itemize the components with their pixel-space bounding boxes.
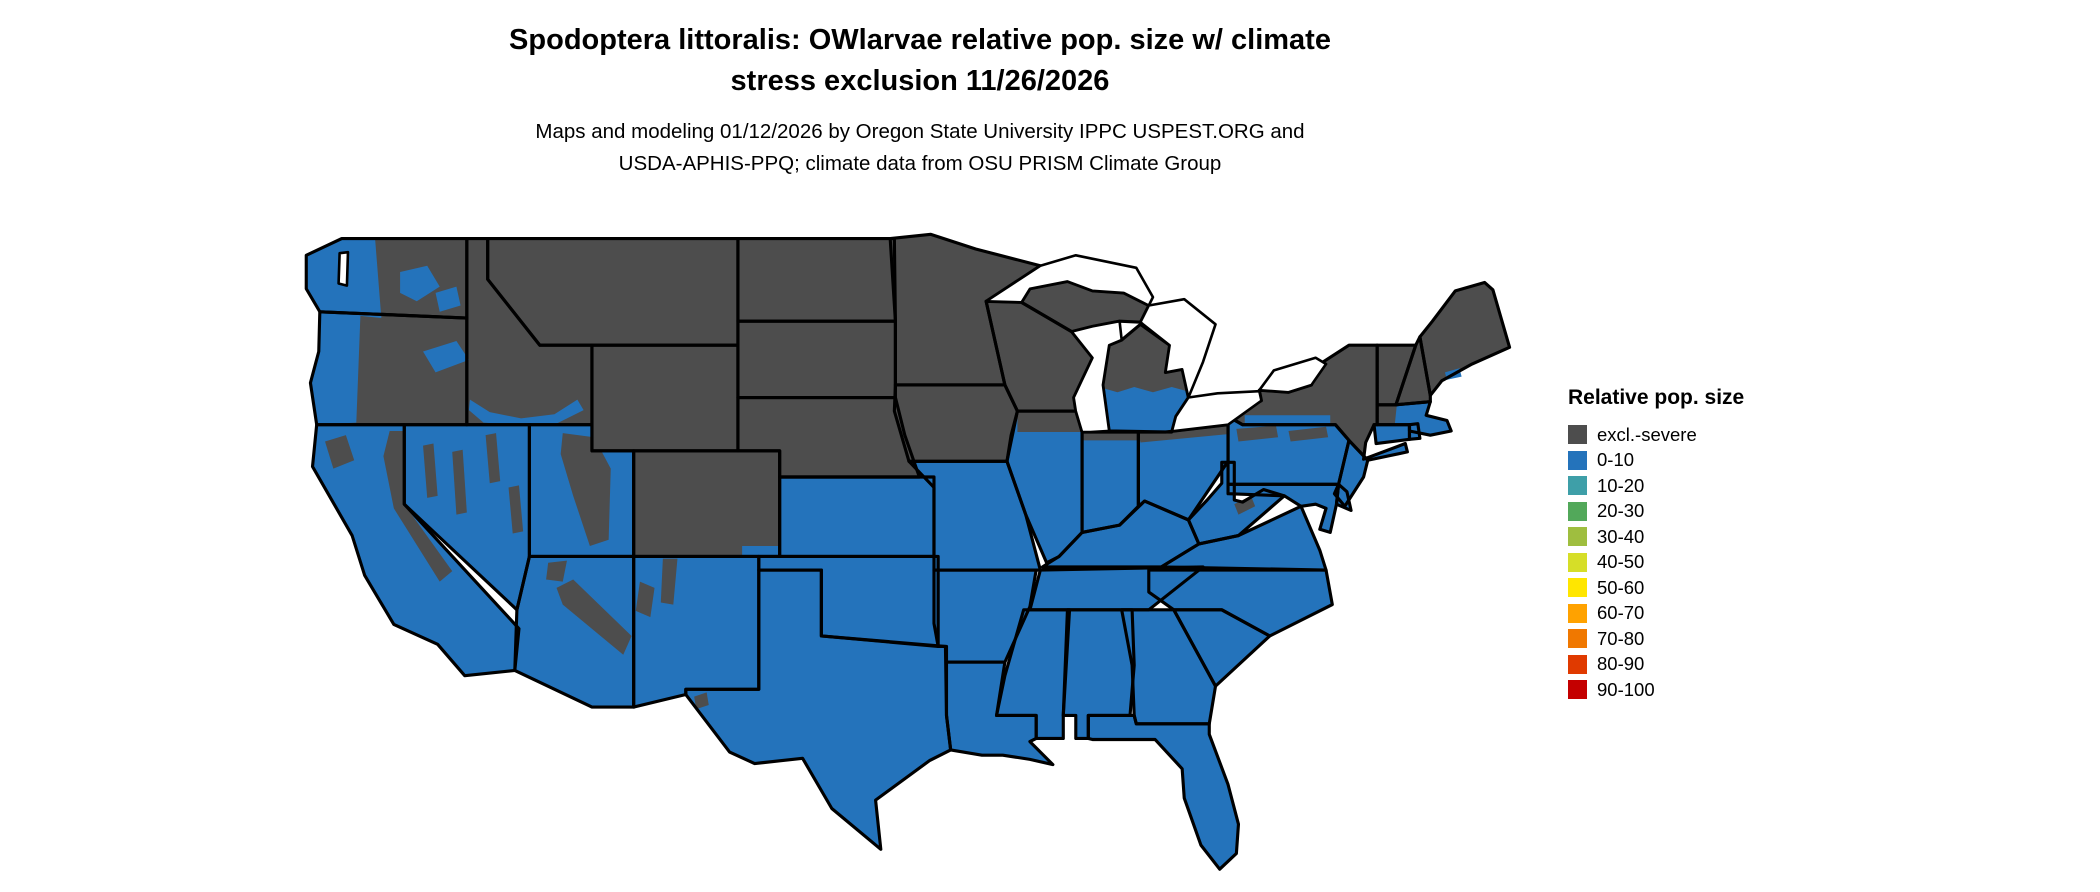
- mi-north-patch: [1102, 324, 1188, 393]
- legend-label: 90-100: [1597, 678, 1655, 700]
- legend-swatch: [1568, 578, 1587, 598]
- legend-swatch: [1568, 680, 1587, 700]
- wa-basin-patch-1: [400, 265, 440, 302]
- legend-item: 50-60: [1568, 575, 1848, 601]
- legend-swatch: [1568, 527, 1587, 547]
- legend-item: 60-70: [1568, 601, 1848, 627]
- lake-erie: [1164, 389, 1263, 434]
- legend-swatch: [1568, 476, 1587, 496]
- legend-label: 80-90: [1597, 653, 1645, 675]
- wv-mountain-patch: [1234, 495, 1256, 515]
- tx-west-patch: [694, 692, 709, 710]
- water-bodies: [337, 250, 1328, 434]
- co-plains-patch: [742, 546, 780, 557]
- legend-item: 90-100: [1568, 677, 1848, 703]
- legend-item: excl.-severe: [1568, 422, 1848, 448]
- state-pennsylvania: [1228, 416, 1349, 485]
- us-map: [304, 232, 1512, 871]
- ca-sierra-patch: [383, 430, 453, 582]
- legend-swatch: [1568, 603, 1587, 623]
- legend-item: 40-50: [1568, 550, 1848, 576]
- ma-west-patch: [1377, 403, 1397, 425]
- puget-sound: [337, 250, 350, 287]
- map-title-line-2: stress exclusion 11/26/2026: [730, 65, 1110, 98]
- legend-swatch: [1568, 425, 1587, 445]
- lake-superior: [984, 253, 1155, 307]
- map-subtitle-line-2: USDA-APHIS-PPQ; climate data from OSU PR…: [618, 152, 1222, 176]
- legend-item: 20-30: [1568, 499, 1848, 525]
- us-map-figure: [300, 226, 1520, 888]
- state-new-mexico: [633, 556, 759, 708]
- in-north-patch: [1082, 432, 1139, 441]
- nm-west-patch: [635, 581, 655, 618]
- legend-swatch: [1568, 450, 1587, 470]
- ca-north-patch: [325, 435, 355, 469]
- state-iowa: [894, 384, 1018, 462]
- il-north-patch: [1017, 411, 1083, 433]
- az-rim-patch: [556, 579, 632, 655]
- legend-label: 30-40: [1597, 525, 1645, 547]
- lake-michigan: [1070, 319, 1123, 434]
- state-wyoming: [591, 345, 738, 451]
- nm-north-patch: [660, 558, 678, 605]
- map-header: Spodoptera littoralis: OWlarvae relative…: [40, 20, 1800, 180]
- wa-basin-patch-2: [435, 286, 461, 312]
- map-legend: Relative pop. size excl.-severe 0-10 10-…: [1568, 386, 1848, 703]
- legend-label: 60-70: [1597, 602, 1645, 624]
- legend-item: 30-40: [1568, 524, 1848, 550]
- pa-north-patch-2: [1288, 426, 1329, 442]
- legend-item: 0-10: [1568, 448, 1848, 474]
- nv-range-patch-4: [508, 485, 524, 534]
- legend-label: 20-30: [1597, 500, 1645, 522]
- state-north-dakota: [737, 238, 896, 322]
- ut-mountain-patch: [560, 433, 611, 547]
- nv-range-patch-3: [485, 433, 501, 484]
- legend-label: excl.-severe: [1597, 423, 1697, 445]
- legend-label: 50-60: [1597, 576, 1645, 598]
- id-snake-plain-patch: [468, 399, 584, 425]
- state-south-dakota: [737, 321, 896, 398]
- state-fills: [306, 234, 1510, 870]
- legend-swatch: [1568, 629, 1587, 649]
- map-subtitle-line-1: Maps and modeling 01/12/2026 by Oregon S…: [535, 120, 1305, 144]
- legend-title: Relative pop. size: [1568, 386, 1745, 409]
- legend-swatch: [1568, 552, 1587, 572]
- legend-label: 70-80: [1597, 627, 1645, 649]
- oh-north-patch: [1138, 424, 1229, 443]
- state-colorado: [633, 450, 780, 557]
- map-title-line-1: Spodoptera littoralis: OWlarvae relative…: [509, 24, 1331, 56]
- nv-range-patch-1: [423, 443, 438, 498]
- legend-label: 10-20: [1597, 474, 1645, 496]
- map-subtitle: Maps and modeling 01/12/2026 by Oregon S…: [40, 116, 1800, 180]
- legend-label: 0-10: [1597, 449, 1635, 471]
- legend-swatch: [1568, 654, 1587, 674]
- ny-southern-patch: [1244, 415, 1331, 424]
- legend-label: 40-50: [1597, 551, 1645, 573]
- legend-swatch: [1568, 501, 1587, 521]
- legend-item: 70-80: [1568, 626, 1848, 652]
- legend-item: 80-90: [1568, 652, 1848, 678]
- nv-range-patch-2: [452, 449, 467, 515]
- lake-ontario: [1258, 356, 1328, 394]
- or-plateau-patch: [423, 341, 469, 373]
- state-kansas: [779, 476, 934, 557]
- az-plateau-patch: [546, 560, 567, 582]
- legend-item: 10-20: [1568, 473, 1848, 499]
- lake-huron: [1139, 297, 1217, 399]
- or-valley-patch: [310, 311, 361, 425]
- pa-north-patch-1: [1236, 425, 1279, 442]
